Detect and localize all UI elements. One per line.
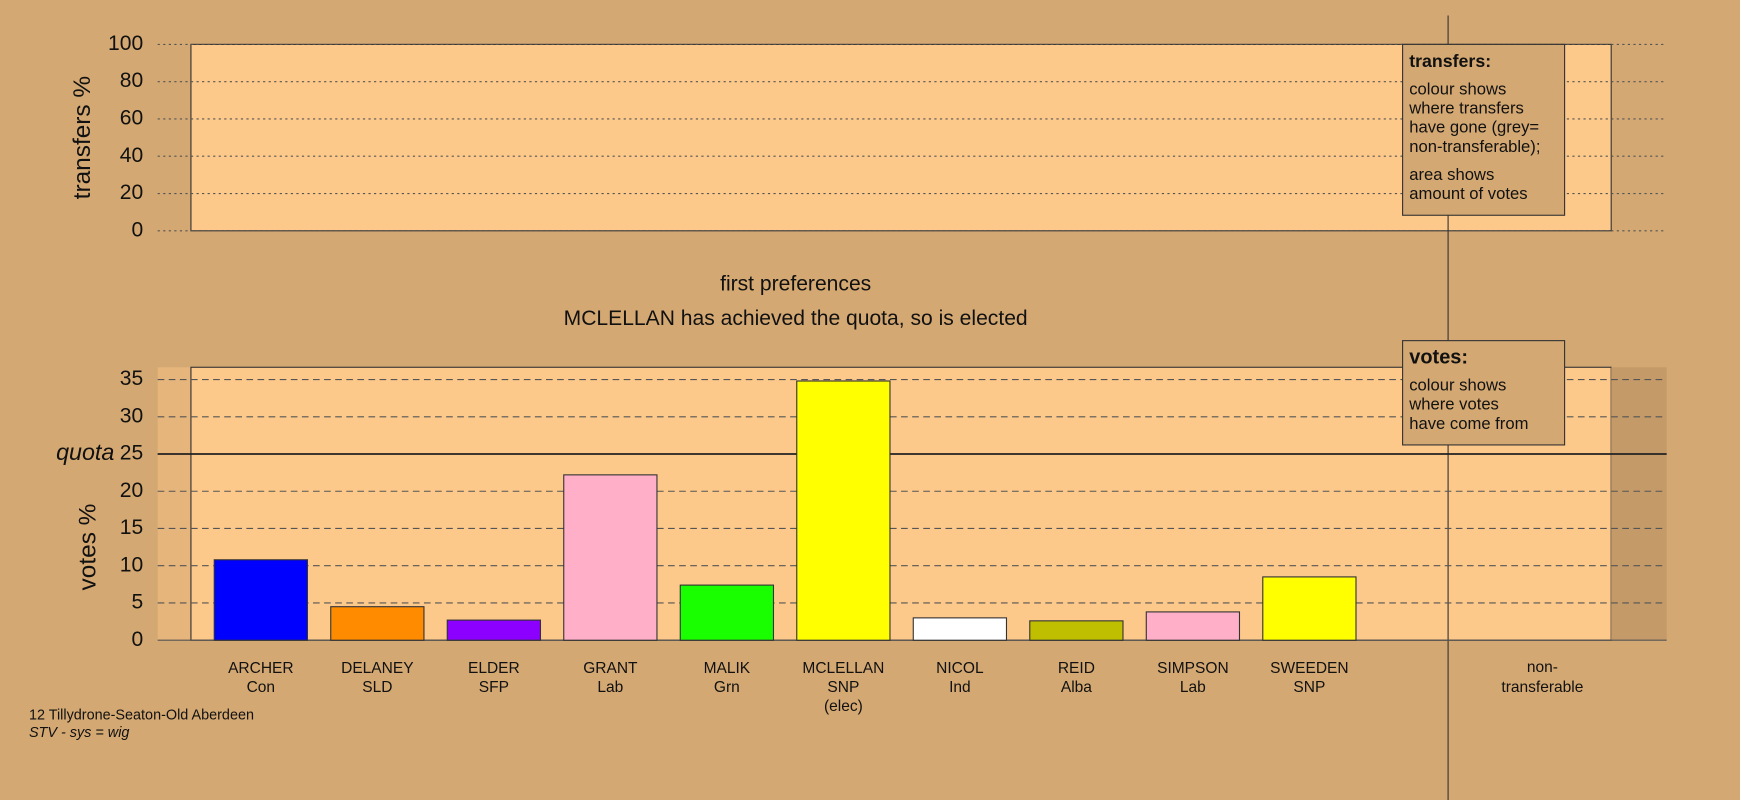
x-tick-label: Alba [1061,679,1092,696]
axis-title: transfers % [69,76,96,199]
x-tick-label: NICOL [936,660,984,677]
legend-text: non-transferable); [1409,137,1540,156]
x-tick-label: GRANT [583,660,638,677]
x-tick-label: SFP [479,679,509,696]
y-tick-label: 25 [120,442,143,465]
chart-title: first preferences [720,273,871,296]
y-tick-label: 80 [120,69,143,92]
y-tick-label: 20 [120,181,143,204]
quota-label: quota [56,439,114,465]
x-tick-label: SNP [827,679,859,696]
footer: 12 Tillydrone-Seaton-Old Aberdeen [29,707,254,723]
y-tick-label: 60 [120,107,143,130]
legend-text: where votes [1408,395,1499,414]
bar [912,617,1008,641]
x-tick-label: SWEEDEN [1270,660,1348,677]
y-tick-label: 0 [131,218,143,241]
legend-text: have come from [1409,414,1528,433]
bar [446,619,542,641]
x-tick-label: DELANEY [341,660,414,677]
x-tick-label: Con [247,679,275,696]
bar [796,380,891,641]
bar [1029,620,1124,641]
footer: STV - sys = wig [29,725,129,741]
y-tick-label: 40 [120,144,143,167]
y-tick-label: 10 [120,553,143,576]
chart-subtitle: MCLELLAN has achieved the quota, so is e… [564,307,1028,330]
x-tick-label: non- [1527,659,1558,676]
legend-text: colour shows [1409,79,1506,98]
legend-text: have gone (grey= [1409,118,1539,137]
x-tick-label: Grn [714,679,740,696]
legend-title: transfers: [1409,51,1491,71]
x-tick-label: SLD [362,679,392,696]
bar [330,606,425,641]
bar [563,474,658,641]
plot-margin [1611,367,1667,641]
bar [1145,611,1241,641]
x-tick-label: MALIK [704,660,751,677]
legend-box [1402,340,1566,446]
bar [1262,576,1357,641]
x-tick-label: REID [1058,660,1095,677]
y-tick-label: 20 [120,479,143,502]
axis-title: votes % [74,504,101,591]
votes-plot-area [190,366,1612,641]
x-tick-label: ARCHER [228,660,294,677]
bar [213,559,309,641]
bar [679,584,775,641]
legend-title: votes: [1409,347,1468,369]
x-tick-label: Lab [597,679,623,696]
y-tick-label: 100 [108,32,143,55]
legend-text: colour shows [1409,376,1506,395]
legend-text: area shows [1409,165,1494,184]
legend-box [1402,43,1566,216]
x-tick-label: Ind [949,679,971,696]
x-tick-label: SIMPSON [1157,660,1229,677]
y-tick-label: 15 [120,516,143,539]
plot-margin [157,367,191,641]
y-tick-label: 5 [131,591,143,614]
x-tick-label: Lab [1180,679,1206,696]
legend-text: amount of votes [1409,184,1527,203]
x-tick-label: ELDER [468,660,520,677]
y-tick-label: 35 [120,367,143,390]
x-tick-label: transferable [1501,679,1583,696]
transfers-plot-area [190,43,1612,232]
x-tick-label: SNP [1293,679,1325,696]
y-tick-label: 30 [120,404,143,427]
x-tick-label: MCLELLAN [802,660,884,677]
x-tick-label: (elec) [824,698,863,715]
y-tick-label: 0 [131,628,143,651]
legend-text: where transfers [1408,98,1524,117]
